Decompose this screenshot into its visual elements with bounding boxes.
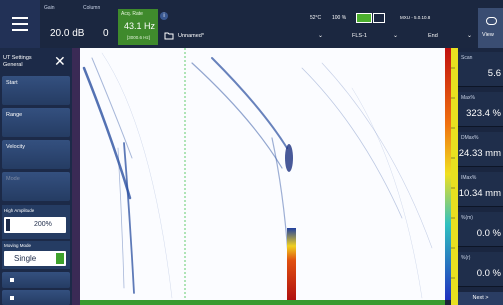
- extra-button-1[interactable]: [2, 272, 70, 288]
- reading-label: IMax%: [461, 175, 476, 181]
- group-select[interactable]: FLS-1: [352, 33, 367, 39]
- range-button[interactable]: Range: [2, 108, 70, 137]
- battery-icon-2: [373, 13, 385, 23]
- acq-rate-box[interactable]: Acq. Rate 43.1 Hz [3000.6 Hz]: [118, 9, 158, 45]
- file-chevron[interactable]: ⌄: [318, 32, 323, 39]
- reading-box: %(m) 0.0 %: [458, 212, 503, 247]
- start-button[interactable]: Start: [2, 76, 70, 105]
- battery-icon: [356, 13, 372, 23]
- menu-button[interactable]: [0, 0, 40, 48]
- acq-label: Acq. Rate: [121, 11, 143, 17]
- next-button[interactable]: Next >: [458, 292, 503, 305]
- column-value[interactable]: 0: [103, 28, 109, 39]
- view-label: View: [482, 32, 494, 38]
- acq-sub: [3000.6 Hz]: [127, 35, 150, 40]
- info-icon[interactable]: i: [160, 12, 168, 20]
- folder-icon: [164, 32, 174, 40]
- top-bar: [0, 0, 503, 48]
- group-chevron[interactable]: ⌄: [393, 32, 398, 39]
- column-label: Column: [83, 5, 100, 11]
- cursor-select[interactable]: End: [428, 33, 438, 39]
- reading-box: DMax% 24.33 mm: [458, 132, 503, 167]
- gain-value[interactable]: 20.0 dB: [50, 28, 84, 39]
- moving-mode-toggle[interactable]: Single: [4, 251, 66, 266]
- high-amplitude-value: 200%: [34, 221, 52, 228]
- reading-label: Scan: [461, 55, 472, 61]
- gain-label: Gain: [44, 5, 55, 11]
- version: MXU - 5.0.10.8: [400, 15, 430, 20]
- panel-title: UT Settings: [3, 55, 32, 61]
- reading-label: DMax%: [461, 135, 479, 141]
- reading-box: IMax% 10.34 mm: [458, 172, 503, 207]
- reading-box: %(r) 0.0 %: [458, 252, 503, 287]
- reading-label: %(r): [461, 255, 470, 261]
- file-name[interactable]: Unnamed*: [178, 33, 204, 39]
- bscan-view: [72, 48, 458, 305]
- acq-value: 43.1 Hz: [124, 21, 155, 31]
- reading-value: 0.0 %: [477, 268, 501, 279]
- device-screen: {"top_bar": {"gain_label": "Gain", "gain…: [0, 0, 503, 305]
- battery-level: 100 %: [332, 15, 346, 21]
- reading-value: 5.6: [488, 68, 501, 79]
- reading-label: Max%: [461, 95, 475, 101]
- reading-value: 10.34 mm: [459, 188, 501, 199]
- velocity-button[interactable]: Velocity: [2, 140, 70, 169]
- high-amplitude-label: High Amplitude: [4, 208, 34, 213]
- reading-box: Scan 5.6: [458, 52, 503, 87]
- cursor-chevron[interactable]: ⌄: [467, 32, 472, 39]
- close-button[interactable]: ✕: [54, 53, 66, 70]
- reading-value: 0.0 %: [477, 228, 501, 239]
- moving-mode-value: Single: [14, 254, 36, 263]
- moving-mode-label: Moving Mode: [4, 243, 31, 248]
- reading-box: Max% 323.4 %: [458, 92, 503, 127]
- extra-button-2[interactable]: [2, 290, 70, 305]
- high-amplitude-field[interactable]: 200%: [4, 217, 66, 233]
- panel-subtitle: General: [3, 62, 23, 68]
- reading-value: 323.4 %: [466, 108, 501, 119]
- reading-label: %(m): [461, 215, 473, 221]
- view-button[interactable]: View: [478, 8, 503, 48]
- temperature: 52°C: [310, 15, 321, 21]
- reading-value: 24.33 mm: [459, 148, 501, 159]
- mode-button[interactable]: Mode: [2, 172, 70, 201]
- eye-icon: [486, 17, 497, 25]
